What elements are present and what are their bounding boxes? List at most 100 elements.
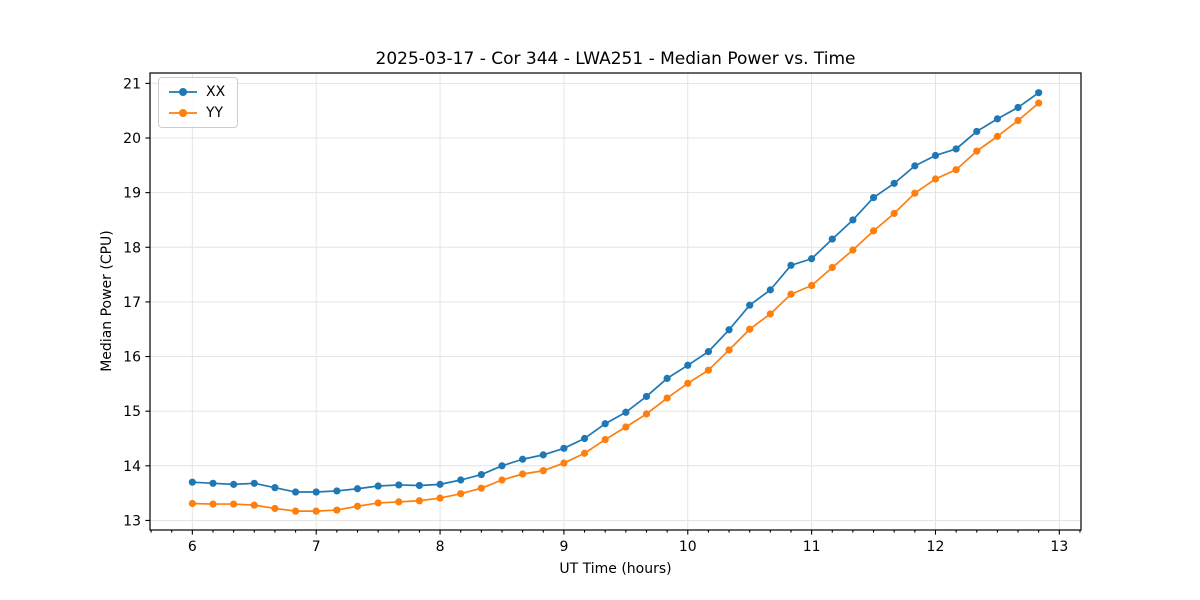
data-point-yy [1014, 116, 1022, 125]
y-tick-label: 14 [123, 459, 141, 475]
data-point-xx [477, 470, 485, 479]
data-point-yy [642, 410, 651, 418]
data-point-yy [787, 290, 795, 298]
x-tick-label: 7 [312, 539, 321, 555]
data-point-yy [849, 246, 857, 254]
data-point-xx [931, 151, 940, 160]
series-yy [188, 99, 1043, 515]
data-point-yy [766, 310, 774, 318]
data-point-xx [395, 481, 403, 489]
data-point-xx [622, 408, 630, 416]
x-tick-label: 11 [803, 539, 821, 555]
y-tick-label: 13 [123, 513, 141, 529]
data-point-yy [704, 366, 713, 374]
data-point-xx [415, 481, 424, 490]
x-axis-title: UT Time (hours) [559, 561, 672, 577]
data-point-xx [973, 127, 981, 136]
data-point-xx [333, 487, 341, 495]
data-point-yy [333, 506, 341, 514]
data-point-yy [993, 132, 1001, 140]
data-point-xx [312, 488, 320, 496]
y-axis-title: Median Power (CPU) [99, 230, 115, 372]
data-point-yy [808, 281, 816, 290]
axis-ticks [145, 82, 1081, 535]
data-point-yy [931, 175, 940, 183]
data-point-xx [808, 255, 816, 263]
data-point-yy [601, 435, 609, 444]
data-point-xx [684, 361, 692, 369]
data-point-xx [188, 478, 196, 486]
data-point-yy [973, 147, 981, 155]
data-point-xx [601, 420, 609, 428]
legend-item-xx: XX [167, 83, 225, 101]
data-point-xx [911, 162, 919, 170]
data-point-yy [560, 459, 568, 467]
y-tick-label: 15 [123, 404, 141, 420]
data-point-yy [188, 499, 196, 508]
data-point-xx [725, 326, 733, 334]
data-point-xx [642, 392, 651, 401]
data-point-yy [539, 467, 547, 475]
data-point-yy [684, 379, 692, 387]
data-point-xx [250, 479, 258, 487]
data-point-xx [230, 480, 238, 488]
data-point-xx [787, 261, 795, 269]
data-point-yy [271, 504, 279, 513]
grid-lines [150, 73, 1081, 530]
x-tick-label: 13 [1050, 539, 1068, 555]
data-point-yy [890, 209, 898, 218]
y-tick-label: 16 [123, 350, 141, 366]
tick-labels: 6 7 8 9 10 11 12 13 13 14 15 16 17 18 19 20 21 [123, 76, 1068, 555]
data-point-xx [560, 444, 568, 452]
data-point-xx [271, 484, 279, 492]
y-tick-label: 20 [123, 131, 141, 147]
data-point-xx [209, 479, 217, 487]
data-point-yy [725, 346, 733, 354]
data-point-yy [291, 507, 300, 515]
data-point-yy [353, 502, 362, 510]
data-point-yy [415, 497, 424, 505]
legend: XX YY [158, 77, 239, 128]
data-point-yy [209, 500, 217, 508]
data-point-xx [704, 348, 713, 356]
chart-title: 2025-03-17 - Cor 344 - LWA251 - Median P… [375, 49, 856, 69]
data-point-yy [312, 507, 320, 515]
data-point-yy [952, 166, 960, 174]
data-point-yy [580, 449, 589, 457]
data-point-xx [890, 179, 898, 187]
data-point-yy [395, 498, 403, 506]
x-tick-label: 8 [436, 539, 445, 555]
data-point-yy [1035, 99, 1043, 107]
legend-line-marker-yy-icon [169, 109, 197, 117]
data-point-xx [291, 488, 300, 496]
y-tick-label: 21 [123, 76, 141, 92]
data-point-yy [250, 501, 258, 509]
data-point-xx [498, 462, 506, 470]
data-point-yy [869, 227, 878, 235]
data-point-xx [436, 480, 444, 488]
data-point-yy [477, 484, 485, 492]
x-tick-label: 10 [679, 539, 697, 555]
series-xx [188, 89, 1043, 496]
data-point-yy [498, 476, 506, 484]
data-point-yy [374, 499, 382, 507]
data-point-xx [580, 434, 589, 443]
legend-item-yy: YY [167, 104, 225, 122]
x-tick-label: 9 [559, 539, 568, 555]
data-point-xx [1035, 89, 1043, 97]
data-point-xx [952, 145, 960, 153]
data-point-yy [622, 423, 630, 431]
data-point-xx [519, 455, 527, 463]
data-point-xx [849, 216, 857, 224]
data-point-yy [828, 263, 836, 272]
data-point-yy [230, 500, 238, 508]
data-point-yy [519, 470, 527, 478]
data-point-yy [457, 490, 465, 498]
data-point-xx [766, 286, 774, 294]
data-point-xx [663, 374, 671, 382]
x-tick-label: 12 [927, 539, 945, 555]
y-tick-label: 19 [123, 186, 141, 202]
data-point-xx [353, 485, 362, 493]
data-point-yy [436, 494, 444, 502]
